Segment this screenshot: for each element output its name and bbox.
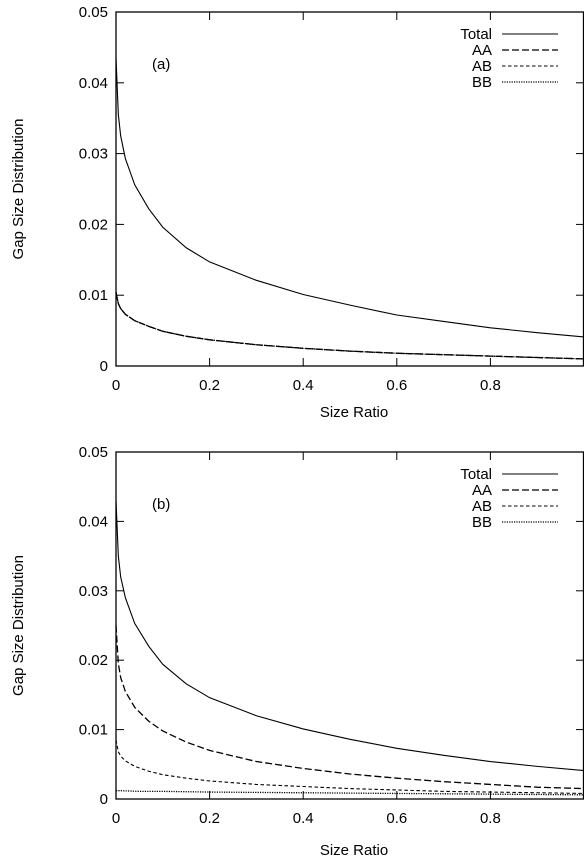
y-tick-label: 0.05 bbox=[79, 444, 108, 461]
series-line-total bbox=[115, 500, 584, 772]
x-tick-label: 0.8 bbox=[480, 377, 501, 394]
x-axis-title: Size Ratio bbox=[320, 842, 388, 859]
legend-label-total: Total bbox=[460, 26, 492, 43]
y-tick-label: 0.01 bbox=[79, 722, 108, 739]
plot-frame bbox=[115, 11, 584, 367]
x-tick-label: 0.6 bbox=[386, 810, 407, 827]
y-tick-label: 0.03 bbox=[79, 583, 108, 600]
y-tick-label: 0 bbox=[100, 791, 108, 808]
panel-label: (b) bbox=[152, 496, 170, 513]
plot-frame bbox=[115, 451, 584, 800]
chart-panel-2: 0 0.01 0.02 0.03 0.04 0.05 0 0.2 0.4 0.6 0.8 Size R… bbox=[10, 444, 584, 859]
legend-label-bb: BB bbox=[472, 514, 492, 531]
series-line-ab bbox=[115, 292, 584, 360]
legend-label-aa: AA bbox=[472, 482, 492, 499]
y-tick-label: 0.02 bbox=[79, 652, 108, 669]
legend-label-total: Total bbox=[460, 466, 492, 483]
x-tick-label: 0.2 bbox=[199, 377, 220, 394]
y-tick-label: 0 bbox=[100, 358, 108, 375]
y-axis-title: Gap Size Distribution bbox=[10, 119, 27, 260]
y-tick-label: 0.04 bbox=[79, 75, 108, 92]
chart-panel-1: 0 0.01 0.02 0.03 0.04 0.05 0 0.2 0.4 0.6 0.8 Size R… bbox=[10, 4, 584, 421]
x-tick-label: 0.4 bbox=[293, 377, 314, 394]
series-line-aa bbox=[115, 625, 584, 790]
legend-label-ab: AB bbox=[472, 498, 492, 515]
y-axis-title: Gap Size Distribution bbox=[10, 555, 27, 696]
panel-label: (a) bbox=[152, 56, 170, 73]
y-tick-label: 0.04 bbox=[79, 513, 108, 530]
y-tick-label: 0.02 bbox=[79, 216, 108, 233]
x-tick-label: 0.2 bbox=[199, 810, 220, 827]
legend-label-bb: BB bbox=[472, 74, 492, 91]
y-tick-label: 0.05 bbox=[79, 4, 108, 21]
series-line-bb bbox=[116, 790, 584, 796]
y-tick-label: 0.01 bbox=[79, 287, 108, 304]
x-tick-label: 0 bbox=[112, 377, 120, 394]
x-axis-title: Size Ratio bbox=[320, 404, 388, 421]
series-line-bb bbox=[115, 292, 584, 360]
x-tick-label: 0.6 bbox=[386, 377, 407, 394]
x-tick-label: 0.8 bbox=[480, 810, 501, 827]
y-tick-label: 0.03 bbox=[79, 146, 108, 163]
x-tick-label: 0 bbox=[112, 810, 120, 827]
series-line-total bbox=[115, 57, 584, 338]
x-tick-label: 0.4 bbox=[293, 810, 314, 827]
legend-label-aa: AA bbox=[472, 42, 492, 59]
series-line-aa bbox=[115, 292, 584, 360]
series-line-ab bbox=[115, 739, 584, 794]
legend-label-ab: AB bbox=[472, 58, 492, 75]
